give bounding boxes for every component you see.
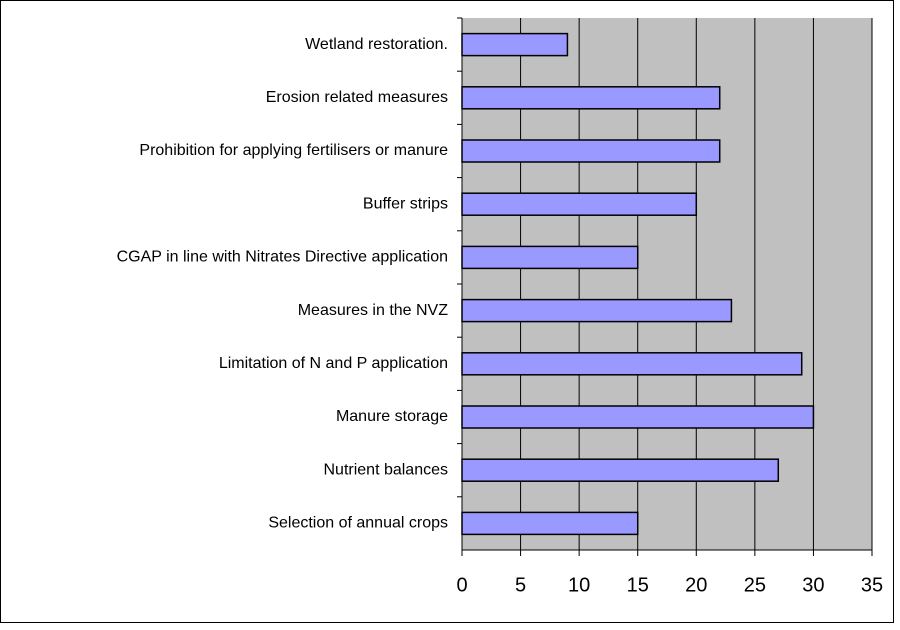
y-tick-label: Wetland restoration. [305,36,448,53]
bar [461,298,733,323]
bar [461,192,698,216]
y-tick-label: Manure storage [336,408,448,425]
bar [461,405,815,429]
y-tick-label: Erosion related measures [266,89,448,106]
y-tick-label: Nutrient balances [323,461,448,478]
y-tick-label: Prohibition for applying fertilisers or … [139,142,448,159]
bar [461,245,639,270]
bar [461,511,639,536]
x-tick-label: 20 [685,574,707,596]
y-tick-label: CGAP in line with Nitrates Directive app… [117,249,448,266]
bar [461,458,780,482]
x-tick-label: 30 [802,574,824,596]
x-tick-label: 35 [861,574,883,596]
bar [461,352,803,376]
bar [461,32,569,57]
x-tick-label: 0 [456,574,467,596]
y-tick-label: Buffer strips [363,195,448,212]
y-tick-label: Measures in the NVZ [298,302,449,319]
x-tick-label: 25 [744,574,766,596]
bar [461,86,721,110]
y-tick-label: Selection of annual crops [268,515,448,532]
x-tick-label: 10 [568,574,590,596]
x-tick-label: 15 [627,574,649,596]
x-tick-label: 5 [515,574,526,596]
y-tick-label: Limitation of N and P application [219,355,448,372]
bar [461,139,721,163]
